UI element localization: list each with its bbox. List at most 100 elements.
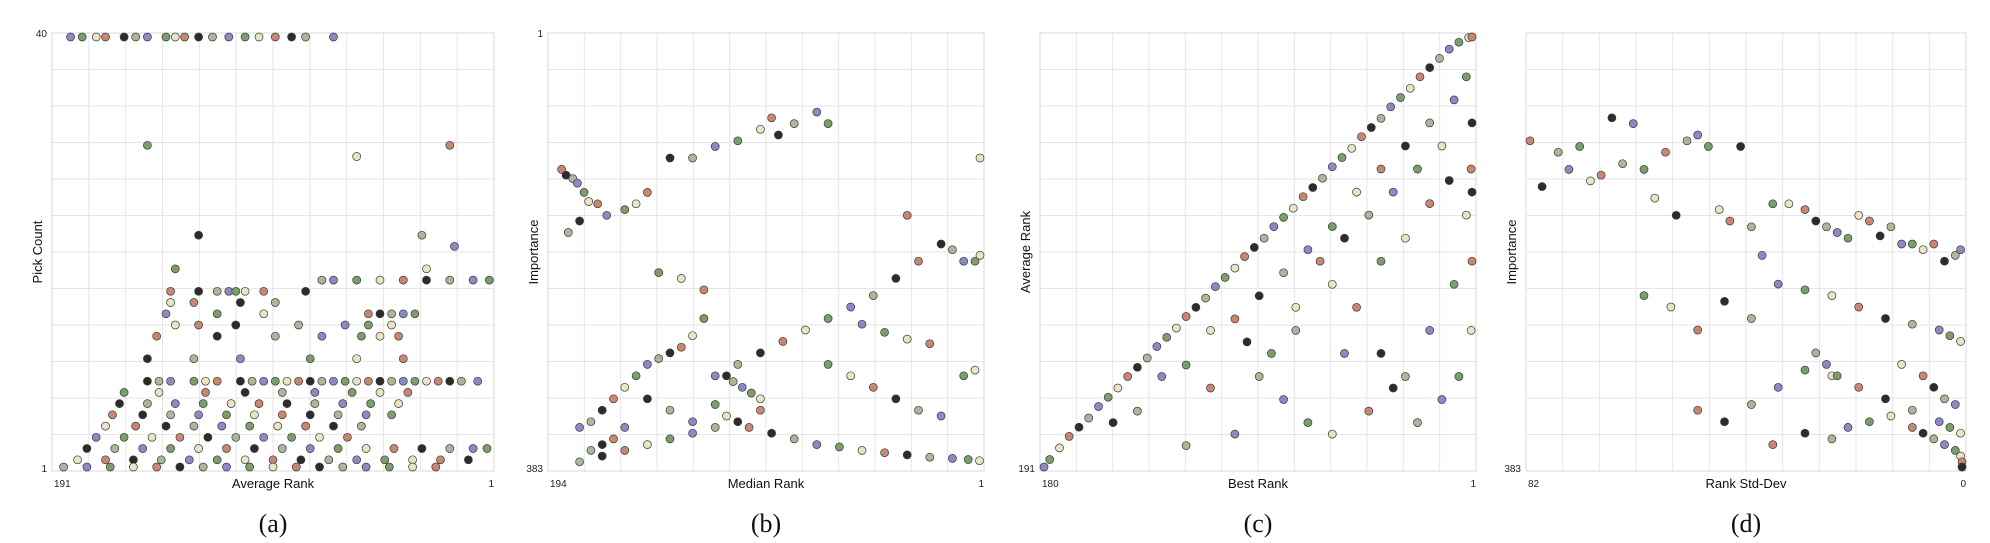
data-point bbox=[959, 256, 969, 266]
data-point bbox=[1340, 349, 1349, 358]
data-point bbox=[1747, 314, 1756, 323]
data-point bbox=[468, 444, 478, 453]
data-point bbox=[746, 388, 756, 398]
data-point bbox=[161, 32, 171, 42]
data-point bbox=[166, 298, 175, 307]
data-point bbox=[654, 268, 664, 277]
data-point bbox=[593, 199, 603, 209]
data-point bbox=[417, 230, 427, 240]
data-point bbox=[189, 376, 199, 386]
data-point bbox=[936, 411, 946, 421]
data-point bbox=[1929, 239, 1939, 249]
panel-caption: (d) bbox=[1731, 509, 1761, 538]
data-point bbox=[1907, 319, 1917, 329]
data-point bbox=[317, 331, 327, 341]
data-point bbox=[317, 376, 327, 386]
data-point bbox=[573, 178, 582, 188]
data-point bbox=[1454, 37, 1464, 47]
data-point bbox=[431, 462, 441, 472]
data-point bbox=[329, 421, 338, 431]
data-point bbox=[361, 444, 371, 453]
data-point bbox=[282, 376, 292, 386]
x-tick-label-left: 194 bbox=[550, 479, 567, 490]
data-point bbox=[343, 432, 352, 442]
data-point bbox=[1386, 102, 1396, 112]
data-point bbox=[1736, 142, 1745, 151]
data-point bbox=[170, 399, 180, 408]
data-point bbox=[189, 421, 199, 431]
data-point bbox=[189, 298, 199, 307]
data-point bbox=[823, 119, 833, 128]
data-point bbox=[240, 286, 250, 296]
data-point bbox=[1415, 72, 1425, 82]
scatter-points bbox=[1039, 32, 1477, 472]
data-point bbox=[82, 462, 92, 472]
data-point bbox=[620, 423, 630, 432]
data-point bbox=[1865, 417, 1874, 427]
data-point bbox=[143, 32, 152, 42]
data-point bbox=[305, 444, 315, 453]
data-point bbox=[1720, 417, 1729, 427]
data-point bbox=[1279, 395, 1288, 404]
data-point bbox=[1425, 199, 1435, 208]
x-tick-label-right: 1 bbox=[488, 479, 494, 490]
data-point bbox=[767, 428, 776, 438]
data-point bbox=[410, 309, 420, 319]
data-point bbox=[305, 376, 315, 386]
y-tick-label-top: 40 bbox=[36, 29, 48, 40]
data-point bbox=[1113, 383, 1123, 393]
data-point bbox=[1525, 136, 1535, 146]
data-point bbox=[1843, 233, 1853, 243]
data-point bbox=[1376, 349, 1386, 358]
data-point bbox=[880, 448, 889, 458]
data-point bbox=[101, 32, 110, 42]
data-point bbox=[756, 394, 765, 404]
data-point bbox=[975, 251, 985, 260]
data-point bbox=[1881, 394, 1890, 404]
data-point bbox=[756, 348, 765, 358]
data-point bbox=[245, 462, 255, 472]
data-point bbox=[665, 405, 675, 415]
data-point bbox=[586, 417, 596, 427]
data-point bbox=[1206, 326, 1215, 335]
data-point bbox=[247, 376, 257, 386]
data-point bbox=[394, 331, 403, 341]
panel-caption: (a) bbox=[259, 509, 288, 538]
data-point bbox=[1461, 72, 1471, 82]
data-point bbox=[1929, 382, 1939, 392]
y-tick-label-bottom: 383 bbox=[1504, 464, 1521, 475]
data-point bbox=[1437, 141, 1447, 151]
data-point bbox=[119, 32, 129, 42]
data-point bbox=[1854, 210, 1864, 220]
data-point bbox=[868, 291, 878, 300]
data-point bbox=[110, 444, 120, 453]
data-point bbox=[1401, 141, 1410, 151]
data-point bbox=[175, 432, 185, 442]
data-point bbox=[902, 450, 912, 460]
data-point bbox=[959, 371, 969, 381]
data-point bbox=[1897, 239, 1906, 249]
data-point bbox=[201, 388, 210, 397]
data-point bbox=[1396, 93, 1405, 102]
data-point bbox=[609, 434, 618, 444]
data-point bbox=[119, 388, 129, 397]
data-point bbox=[270, 298, 280, 307]
data-point bbox=[294, 320, 303, 330]
y-axis-label: Importance bbox=[526, 219, 541, 284]
data-point bbox=[156, 455, 166, 465]
data-point bbox=[1875, 231, 1885, 241]
scatter-points bbox=[1525, 113, 1967, 472]
data-point bbox=[620, 205, 630, 214]
data-point bbox=[609, 394, 618, 404]
data-point bbox=[665, 434, 675, 444]
data-point bbox=[1230, 429, 1240, 439]
data-point bbox=[436, 455, 445, 465]
data-point bbox=[240, 388, 250, 397]
data-point bbox=[310, 388, 320, 397]
data-point bbox=[835, 442, 844, 452]
data-point bbox=[1211, 282, 1220, 291]
data-point bbox=[857, 446, 867, 455]
data-point bbox=[1401, 233, 1410, 243]
data-point bbox=[143, 399, 152, 408]
data-point bbox=[1822, 360, 1831, 369]
